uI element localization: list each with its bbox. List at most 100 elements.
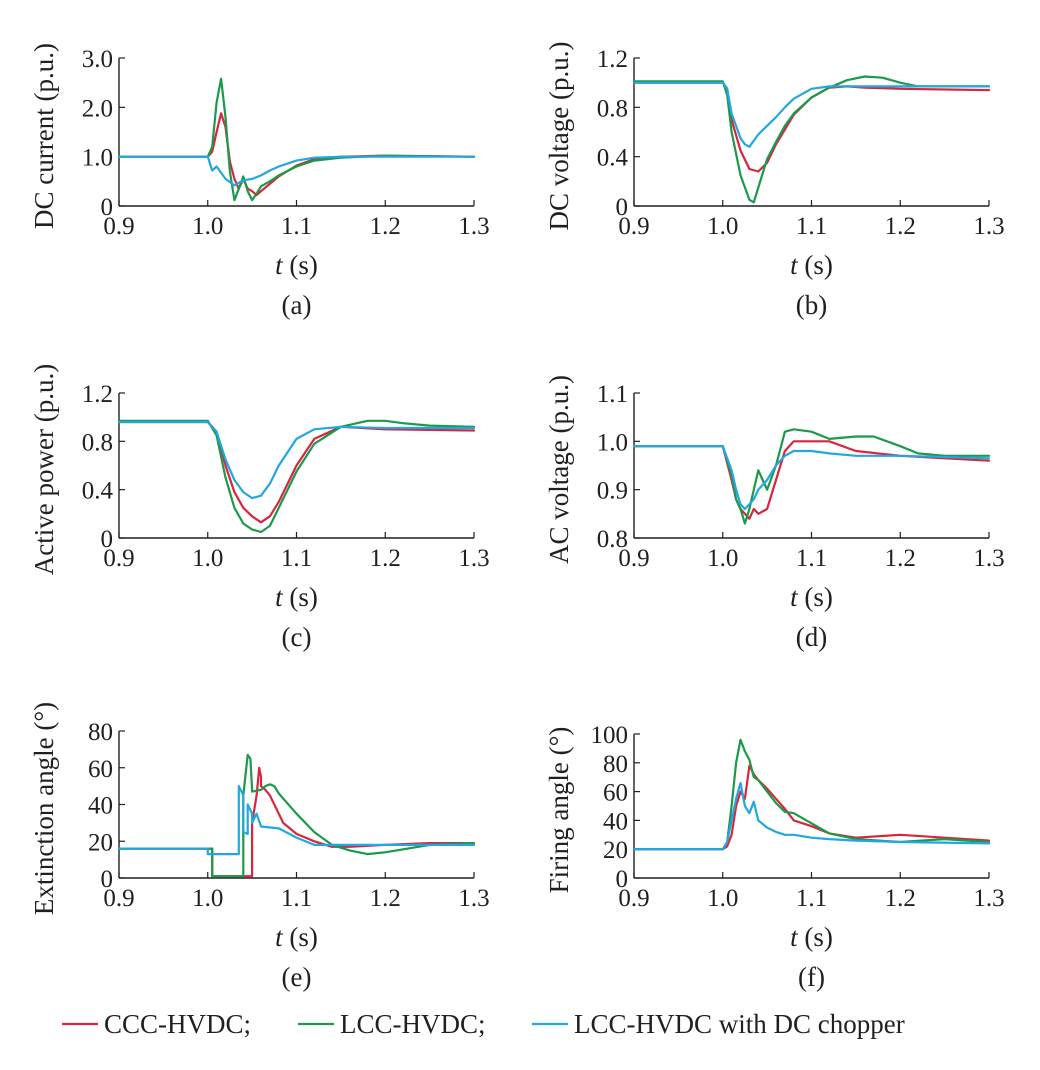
x-axis-label-symbol: t	[790, 922, 799, 952]
x-tick-label: 1.0	[707, 545, 738, 572]
series-line-lcc	[632, 75, 991, 204]
y-tick-label: 0.4	[82, 478, 114, 505]
chart-panels: 0 1.0 2.0 3.0 0.9 1.0 1.1 1.2 1.3 DC current (p.u…	[29, 42, 1005, 992]
y-axis-label: AC voltage (p.u.)	[544, 375, 574, 564]
y-tick-label: 0.8	[82, 429, 113, 456]
y-tick-label: 0	[616, 194, 629, 221]
y-tick-label: 0.4	[597, 145, 629, 172]
y-axis-label: Firing angle (°)	[544, 727, 574, 894]
x-tick-label: 1.0	[192, 213, 223, 240]
legend: CCC-HVDC; LCC-HVDC; LCC-HVDC with DC chopp…	[62, 1009, 905, 1039]
y-tick-label: 20	[88, 829, 113, 856]
legend-label: LCC-HVDC with DC chopper	[574, 1009, 905, 1039]
x-tick-label: 1.3	[458, 885, 489, 912]
x-axis-label-symbol: t	[275, 922, 284, 952]
x-axis-label-unit: (s)	[798, 582, 833, 612]
x-tick-label: 1.2	[370, 213, 401, 240]
x-axis-label: t (s)	[790, 922, 833, 952]
series-line-lcc	[117, 419, 476, 534]
x-axis-label-symbol: t	[275, 250, 284, 280]
y-tick-label: 80	[88, 719, 113, 746]
series-line-lcc	[632, 428, 991, 525]
x-tick-label: 1.0	[192, 885, 223, 912]
x-tick-label: 1.3	[458, 545, 489, 572]
x-tick-label: 1.3	[973, 885, 1004, 912]
x-tick-label: 1.1	[796, 213, 827, 240]
series-line-chopper	[117, 155, 476, 187]
y-axis-label: Extinction angle (°)	[29, 702, 59, 915]
y-tick-label: 0	[101, 194, 114, 221]
x-axis-label: t (s)	[790, 582, 833, 612]
series-line-chopper	[632, 81, 991, 148]
x-tick-label: 0.9	[618, 545, 649, 572]
series-line-ccc	[117, 766, 476, 878]
legend-item-lcc: LCC-HVDC;	[298, 1009, 486, 1039]
chart-panel-e: 0 20 40 60 80 0.9 1.0 1.1 1.2 1.3 Extinction angle…	[29, 702, 490, 992]
x-tick-label: 1.0	[192, 545, 223, 572]
legend-label: LCC-HVDC;	[340, 1009, 486, 1039]
x-tick-label: 1.2	[885, 545, 916, 572]
y-tick-label: 1.2	[597, 46, 628, 73]
x-tick-label: 0.9	[618, 213, 649, 240]
x-tick-label: 1.0	[707, 885, 738, 912]
x-tick-label: 0.9	[103, 545, 134, 572]
y-tick-label: 0	[616, 866, 629, 893]
series-line-lcc	[632, 738, 991, 851]
x-axis-label: t (s)	[275, 922, 318, 952]
y-tick-label: 1.0	[597, 429, 628, 456]
chart-panel-a: 0 1.0 2.0 3.0 0.9 1.0 1.1 1.2 1.3 DC current (p.u…	[29, 43, 490, 320]
series-line-chopper	[632, 445, 991, 511]
chart-panel-b: 0 0.4 0.8 1.2 0.9 1.0 1.1 1.2 1.3 DC voltage (p.u…	[544, 42, 1005, 320]
series-line-ccc	[632, 81, 991, 173]
y-tick-label: 0.9	[597, 478, 628, 505]
chart-panel-c: 0 0.4 0.8 1.2 0.9 1.0 1.1 1.2 1.3 Active power (p…	[29, 364, 490, 652]
x-tick-label: 1.3	[973, 213, 1004, 240]
x-tick-label: 1.2	[885, 885, 916, 912]
y-tick-label: 0	[101, 866, 114, 893]
x-tick-label: 0.9	[103, 213, 134, 240]
x-tick-label: 1.1	[281, 213, 312, 240]
y-tick-label: 2.0	[82, 95, 113, 122]
x-tick-label: 1.1	[281, 885, 312, 912]
x-tick-label: 1.3	[458, 213, 489, 240]
series-line-lcc	[117, 753, 476, 878]
x-axis-label-symbol: t	[275, 582, 284, 612]
series-line-ccc	[632, 440, 991, 520]
series-line-lcc	[117, 77, 476, 202]
x-axis-label: t (s)	[275, 582, 318, 612]
panel-label: (a)	[282, 290, 312, 320]
chart-panel-d: 0.80.91.01.10.9 1.0 1.1 1.2 1.3AC voltage (p…	[544, 375, 1005, 652]
x-tick-label: 1.1	[796, 885, 827, 912]
panel-label: (b)	[796, 290, 827, 320]
y-tick-label: 0.8	[597, 95, 628, 122]
x-axis-label-unit: (s)	[798, 922, 833, 952]
y-tick-label: 3.0	[82, 46, 113, 73]
y-tick-label: 1.2	[82, 381, 113, 408]
x-axis-label: t (s)	[790, 250, 833, 280]
x-tick-label: 1.1	[281, 545, 312, 572]
y-tick-label: 40	[603, 808, 628, 835]
y-tick-label: 1.1	[597, 381, 628, 408]
panel-label: (c)	[282, 622, 312, 652]
y-tick-label: 0.8	[597, 526, 628, 553]
y-axis-label: DC current (p.u.)	[29, 43, 59, 229]
panel-label: (d)	[796, 622, 827, 652]
x-tick-label: 0.9	[103, 885, 134, 912]
x-tick-label: 1.2	[370, 885, 401, 912]
y-tick-label: 1.0	[82, 145, 113, 172]
panel-label: (e)	[282, 962, 312, 992]
legend-item-ccc: CCC-HVDC;	[62, 1009, 251, 1039]
x-axis-label-unit: (s)	[283, 582, 318, 612]
y-tick-label: 20	[603, 837, 628, 864]
y-tick-label: 60	[88, 756, 113, 783]
x-tick-label: 1.3	[973, 545, 1004, 572]
x-axis-label: t (s)	[275, 250, 318, 280]
x-tick-label: 1.0	[707, 213, 738, 240]
series-line-chopper	[117, 784, 476, 856]
y-tick-label: 100	[591, 722, 629, 749]
y-tick-label: 0	[101, 526, 114, 553]
y-tick-label: 80	[603, 751, 628, 778]
y-tick-label: 40	[88, 793, 113, 820]
